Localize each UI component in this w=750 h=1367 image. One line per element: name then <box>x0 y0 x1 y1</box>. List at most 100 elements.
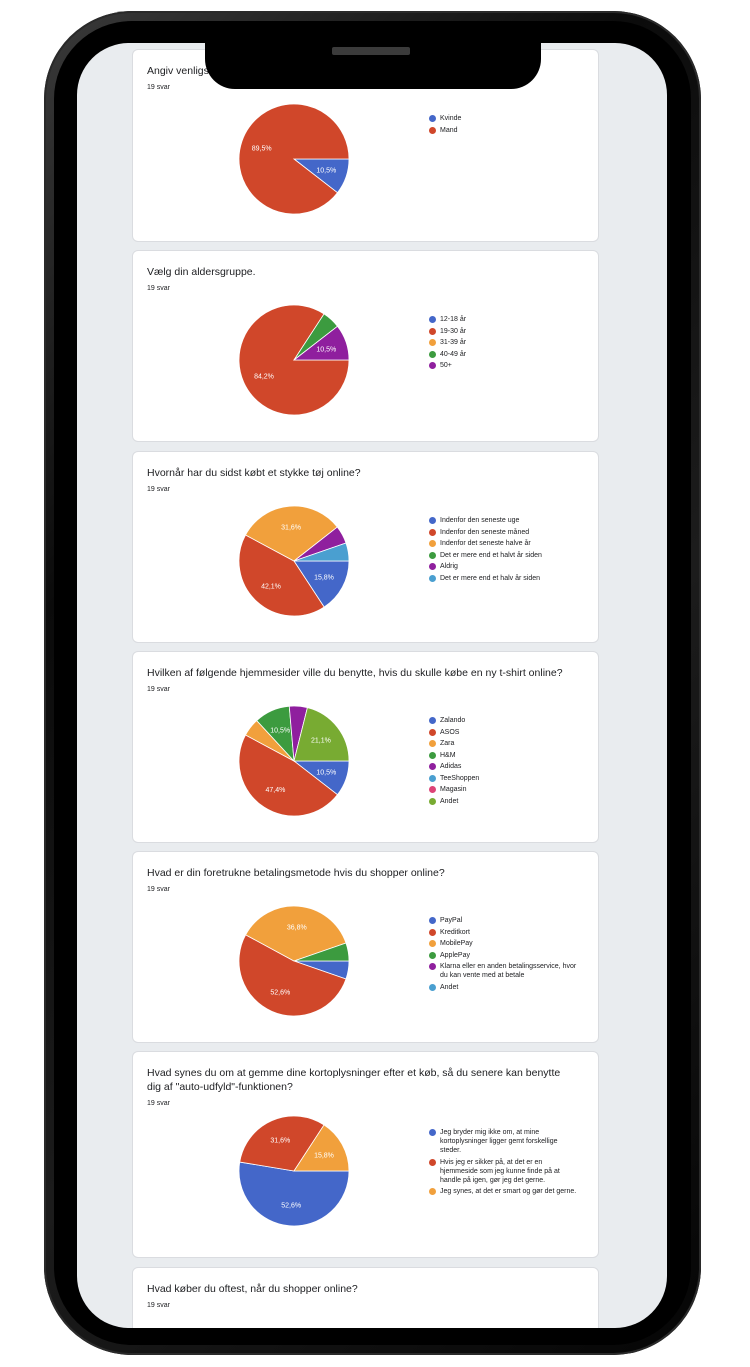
legend-label: Andet <box>440 983 459 991</box>
legend-label: MobilePay <box>440 940 473 947</box>
pie-slice <box>238 934 347 1017</box>
legend-item[interactable]: Indenfor det seneste halve år <box>429 539 579 548</box>
speaker-grille <box>332 47 410 55</box>
legend-item[interactable]: H&M <box>429 751 579 760</box>
slice-label: 89,5% <box>252 146 272 153</box>
legend-swatch <box>429 763 436 770</box>
legend-label: 31-39 år <box>440 339 467 346</box>
legend-item[interactable]: 40-49 år <box>429 350 579 359</box>
chart-legend: Jeg bryder mig ikke om, at mine kortoply… <box>429 1128 579 1199</box>
legend-item[interactable]: Andet <box>429 983 579 992</box>
question-title: Angiv venligst <box>147 65 212 77</box>
legend-swatch <box>429 717 436 724</box>
legend-swatch <box>429 774 436 782</box>
legend-swatch <box>429 983 436 991</box>
legend-item[interactable]: 50+ <box>429 361 579 370</box>
legend-swatch <box>429 339 436 346</box>
slice-label: 47,4% <box>265 787 285 794</box>
legend-label: Jeg synes, at det er smart og gør det ge… <box>440 1188 577 1195</box>
slice-label: 10,5% <box>316 347 336 354</box>
legend-item[interactable]: Kvinde <box>429 114 579 123</box>
legend-item[interactable]: Klarna eller en anden betalingsservice, … <box>429 962 579 980</box>
legend-item[interactable]: Indenfor den seneste uge <box>429 516 579 525</box>
legend-swatch <box>429 751 436 759</box>
legend-item[interactable]: PayPal <box>429 916 579 925</box>
legend-item[interactable]: Aldrig <box>429 562 579 571</box>
slice-label: 36,8% <box>287 925 307 932</box>
legend-item[interactable]: Zara <box>429 739 579 748</box>
legend-item[interactable]: Adidas <box>429 762 579 771</box>
legend-label: ASOS <box>440 728 460 736</box>
legend-label: Zalando <box>440 717 466 724</box>
response-count: 19 svar <box>147 84 170 91</box>
pie-slice <box>245 905 347 962</box>
question-title: Hvornår har du sidst købt et stykke tøj … <box>147 467 361 479</box>
legend-swatch <box>429 528 436 536</box>
legend-label: Hvis jeg er sikker på, at det er en hjem… <box>440 1158 560 1184</box>
legend-swatch <box>429 928 436 936</box>
chart-legend: Indenfor den seneste uge Indenfor den sen… <box>429 516 579 585</box>
legend-item[interactable]: Mand <box>429 126 579 135</box>
legend-item[interactable]: 19-30 år <box>429 327 579 336</box>
legend-label: Kreditkort <box>440 928 470 936</box>
legend-swatch <box>429 563 436 570</box>
legend-label: PayPal <box>440 917 463 924</box>
legend-item[interactable]: Det er mere end et halv år siden <box>429 574 579 583</box>
pie-slice <box>293 942 350 962</box>
legend-item[interactable]: Jeg bryder mig ikke om, at mine kortoply… <box>429 1128 579 1155</box>
legend-item[interactable]: ApplePay <box>429 951 579 960</box>
legend-item[interactable]: 12-18 år <box>429 315 579 324</box>
legend-item[interactable]: TeeShoppen <box>429 774 579 783</box>
question-title: Hvad synes du om at gemme dine kortoplys… <box>147 1067 561 1093</box>
question-title: Vælg din aldersgruppe. <box>147 266 256 278</box>
legend-item[interactable]: Zalando <box>429 716 579 725</box>
legend-label: Magasin <box>440 786 467 793</box>
legend-item[interactable]: Det er mere end et halvt år siden <box>429 551 579 560</box>
legend-swatch <box>429 940 436 947</box>
legend-swatch <box>429 917 436 924</box>
legend-label: Indenfor det seneste halve år <box>440 540 531 547</box>
slice-label: 52,6% <box>270 990 290 997</box>
response-count: 19 svar <box>147 285 170 292</box>
question-card: Hvad er din foretrukne betalingsmetode h… <box>132 851 599 1043</box>
question-card: Hvad køber du oftest, når du shopper onl… <box>132 1267 599 1328</box>
legend-label: Kvinde <box>440 115 462 122</box>
slice-label: 21,1% <box>311 738 331 745</box>
legend-item[interactable]: Magasin <box>429 785 579 794</box>
legend-item[interactable]: Jeg synes, at det er smart og gør det ge… <box>429 1187 579 1196</box>
legend-label: Det er mere end et halv år siden <box>440 574 540 582</box>
legend-item[interactable]: Hvis jeg er sikker på, at det er en hjem… <box>429 1158 579 1185</box>
pie-chart: 52,6% 36,8% <box>238 905 350 1017</box>
legend-item[interactable]: MobilePay <box>429 939 579 948</box>
question-card: Hvilken af følgende hjemmesider ville du… <box>132 651 599 843</box>
legend-item[interactable]: ASOS <box>429 728 579 737</box>
slice-label: 10,5% <box>316 770 336 777</box>
slice-label: 15,8% <box>314 1152 334 1159</box>
legend-item[interactable]: 31-39 år <box>429 338 579 347</box>
legend-label: H&M <box>440 751 456 759</box>
question-title: Hvad er din foretrukne betalingsmetode h… <box>147 867 445 879</box>
legend-item[interactable]: Andet <box>429 797 579 806</box>
legend-label: 12-18 år <box>440 316 467 323</box>
chart-legend: PayPal Kreditkort MobilePay ApplePay Klarna … <box>429 916 579 994</box>
pie-slice <box>244 505 338 562</box>
pie-chart: 84,2% 10,5% <box>238 304 350 416</box>
slice-label: 52,6% <box>281 1203 301 1210</box>
legend-label: 40-49 år <box>440 350 467 358</box>
legend-swatch <box>429 362 436 369</box>
legend-item[interactable]: Indenfor den seneste måned <box>429 528 579 537</box>
chart-legend: 12-18 år 19-30 år 31-39 år 40-49 år 50+ <box>429 315 579 373</box>
slice-label: 42,1% <box>261 584 281 591</box>
chart-legend: Zalando ASOS Zara H&M Adidas TeeShoppen Magasi… <box>429 716 579 808</box>
pie-slice <box>239 1115 325 1172</box>
pie-slice <box>293 560 350 608</box>
legend-swatch <box>429 115 436 122</box>
legend-label: Indenfor den seneste måned <box>440 528 530 536</box>
legend-item[interactable]: Kreditkort <box>429 928 579 937</box>
legend-label: Mand <box>440 126 458 134</box>
question-card: Vælg din aldersgruppe. 19 svar 84,2% 10,5% 1… <box>132 250 599 442</box>
legend-swatch <box>429 951 436 959</box>
pie-slice <box>293 542 350 562</box>
response-count: 19 svar <box>147 886 170 893</box>
legend-label: TeeShoppen <box>440 774 480 782</box>
